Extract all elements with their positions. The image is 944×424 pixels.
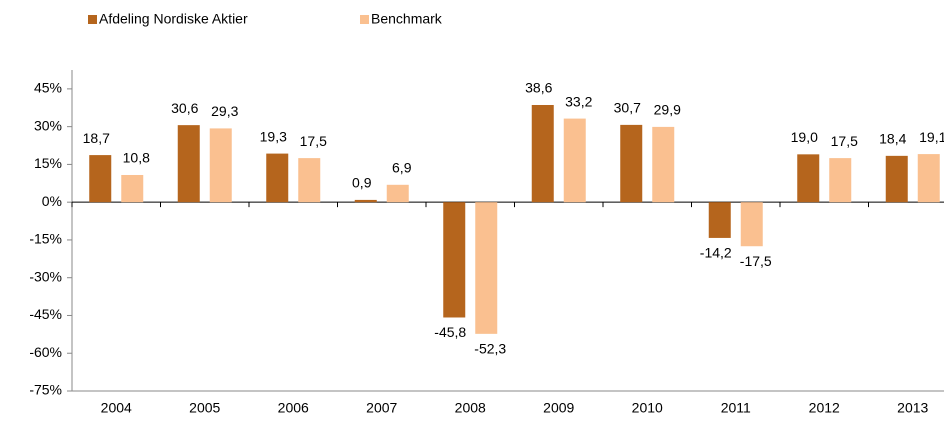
data-label: -14,2 [700, 245, 732, 261]
x-tick-label: 2004 [101, 400, 132, 416]
x-tick-label: 2009 [543, 400, 574, 416]
y-tick-label: -45% [29, 306, 62, 322]
data-label: 19,0 [791, 129, 818, 145]
y-tick-label: -60% [29, 344, 62, 360]
bar [177, 125, 200, 203]
data-label: 33,2 [565, 93, 592, 109]
x-tick-label: 2011 [721, 400, 751, 416]
data-label: 30,6 [171, 100, 198, 116]
y-tick-label: 15% [34, 155, 62, 171]
data-label: -45,8 [434, 324, 466, 340]
x-tick-label: 2012 [809, 400, 840, 416]
bar [209, 128, 232, 203]
data-label: 29,3 [211, 103, 238, 119]
legend-swatch [88, 15, 97, 24]
x-tick-label: 2007 [366, 400, 397, 416]
bar [121, 174, 144, 203]
bar [797, 154, 820, 203]
data-label: 6,9 [392, 160, 412, 176]
bar [620, 124, 643, 203]
y-tick-label: 45% [34, 80, 62, 96]
bar [354, 199, 377, 203]
bar [740, 202, 763, 247]
bar [443, 202, 466, 318]
data-label: 19,3 [260, 128, 287, 144]
bar [531, 104, 554, 203]
y-tick-label: 30% [34, 117, 62, 133]
data-label: 17,5 [300, 133, 327, 149]
bar [652, 126, 675, 203]
legend-swatch [360, 15, 369, 24]
legend-label: Benchmark [371, 11, 443, 27]
bar [266, 153, 289, 203]
data-label: 30,7 [614, 100, 641, 116]
data-label: -52,3 [474, 341, 506, 357]
x-tick-label: 2008 [455, 400, 486, 416]
bar [563, 118, 586, 203]
data-label: 0,9 [352, 175, 372, 191]
data-label: 18,7 [83, 130, 110, 146]
data-label: 38,6 [525, 80, 552, 96]
bar [386, 184, 409, 203]
data-label: 29,9 [654, 102, 681, 118]
bar [475, 202, 498, 334]
bar [89, 155, 112, 203]
bar [885, 155, 908, 203]
data-label: 18,4 [879, 131, 906, 147]
x-tick-label: 2010 [632, 400, 663, 416]
x-tick-label: 2013 [897, 400, 928, 416]
bar [829, 158, 852, 203]
y-tick-label: -75% [29, 382, 62, 398]
x-tick-label: 2005 [189, 400, 220, 416]
y-tick-label: -15% [29, 231, 62, 247]
bar [708, 202, 731, 238]
data-label: 19,1 [919, 129, 944, 145]
data-label: 10,8 [123, 150, 150, 166]
legend-label: Afdeling Nordiske Aktier [99, 11, 248, 27]
data-label: 17,5 [831, 133, 858, 149]
bar [298, 158, 321, 203]
y-tick-label: -30% [29, 268, 62, 284]
bar [917, 154, 940, 203]
data-label: -17,5 [740, 253, 772, 269]
y-tick-label: 0% [42, 193, 62, 209]
x-tick-label: 2006 [278, 400, 309, 416]
